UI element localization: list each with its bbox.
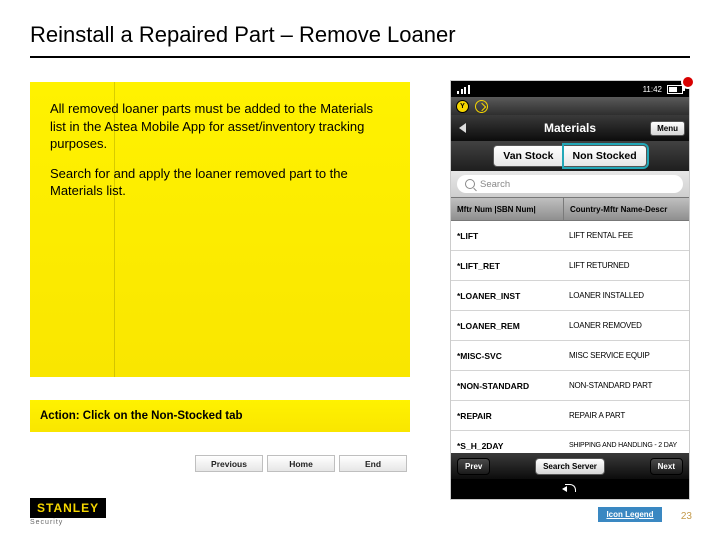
device-back-icon[interactable] bbox=[562, 484, 578, 494]
list-item[interactable]: *LIFT_RET LIFT RETURNED bbox=[451, 251, 689, 281]
list-item[interactable]: *LOANER_REM LOANER REMOVED bbox=[451, 311, 689, 341]
materials-list: *LIFT LIFT RENTAL FEE *LIFT_RET LIFT RET… bbox=[451, 221, 689, 461]
tab-van-stock[interactable]: Van Stock bbox=[493, 145, 563, 167]
item-desc: MISC SERVICE EQUIP bbox=[563, 341, 689, 370]
search-icon bbox=[465, 179, 475, 189]
instruction-box: All removed loaner parts must be added t… bbox=[30, 82, 410, 377]
status-bar: 11:42 bbox=[451, 81, 689, 97]
item-code: *MISC-SVC bbox=[451, 341, 563, 370]
item-code: *LIFT_RET bbox=[451, 251, 563, 280]
menu-button[interactable]: Menu bbox=[650, 121, 685, 136]
item-code: *NON-STANDARD bbox=[451, 371, 563, 400]
icon-legend-button[interactable]: Icon Legend bbox=[598, 507, 662, 522]
item-code: *REPAIR bbox=[451, 401, 563, 430]
item-code: *LIFT bbox=[451, 221, 563, 250]
signal-icon bbox=[457, 85, 470, 94]
back-icon[interactable] bbox=[459, 123, 466, 133]
previous-button[interactable]: Previous bbox=[195, 455, 263, 472]
column-header: Mftr Num |SBN Num| Country-Mftr Name-Des… bbox=[451, 197, 689, 221]
app-badge-icon: Y bbox=[456, 100, 469, 113]
search-row: Search bbox=[451, 171, 689, 197]
phone-footer: Prev Search Server Next bbox=[451, 453, 689, 479]
item-desc: REPAIR A PART bbox=[563, 401, 689, 430]
brand-name: STANLEY bbox=[30, 498, 106, 518]
search-server-button[interactable]: Search Server bbox=[535, 458, 605, 475]
list-item[interactable]: *LIFT LIFT RENTAL FEE bbox=[451, 221, 689, 251]
battery-icon bbox=[667, 85, 683, 94]
search-input[interactable]: Search bbox=[457, 175, 683, 193]
title-underline bbox=[30, 56, 690, 58]
item-code: *LOANER_REM bbox=[451, 311, 563, 340]
prev-button[interactable]: Prev bbox=[457, 458, 490, 475]
notification-bar: Y bbox=[451, 97, 689, 115]
list-item[interactable]: *NON-STANDARD NON-STANDARD PART bbox=[451, 371, 689, 401]
next-button[interactable]: Next bbox=[650, 458, 683, 475]
sync-icon bbox=[475, 100, 488, 113]
list-item[interactable]: *MISC-SVC MISC SERVICE EQUIP bbox=[451, 341, 689, 371]
search-placeholder: Search bbox=[480, 179, 510, 190]
home-button[interactable]: Home bbox=[267, 455, 335, 472]
slide: Reinstall a Repaired Part – Remove Loane… bbox=[0, 0, 720, 540]
brand-sub: Security bbox=[30, 519, 106, 526]
item-desc: LOANER INSTALLED bbox=[563, 281, 689, 310]
tab-non-stocked[interactable]: Non Stocked bbox=[564, 145, 647, 167]
screen-title-bar: Materials Menu bbox=[451, 115, 689, 141]
item-desc: NON-STANDARD PART bbox=[563, 371, 689, 400]
brand-logo: STANLEY Security bbox=[30, 498, 106, 526]
action-text: Action: Click on the Non-Stocked tab bbox=[40, 410, 243, 422]
phone-mock: 11:42 Y Materials Menu Van Stock Non Sto… bbox=[450, 80, 690, 500]
list-item[interactable]: *REPAIR REPAIR A PART bbox=[451, 401, 689, 431]
action-bar: Action: Click on the Non-Stocked tab bbox=[30, 400, 410, 432]
instruction-paragraph-1: All removed loaner parts must be added t… bbox=[50, 100, 390, 153]
divider-line bbox=[114, 82, 115, 377]
col-header-2: Country-Mftr Name-Descr bbox=[564, 198, 689, 220]
slide-nav: Previous Home End bbox=[195, 455, 407, 472]
item-desc: LIFT RENTAL FEE bbox=[563, 221, 689, 250]
col-header-1: Mftr Num |SBN Num| bbox=[451, 198, 564, 220]
status-time: 11:42 bbox=[643, 85, 662, 94]
slide-title: Reinstall a Repaired Part – Remove Loane… bbox=[30, 22, 456, 48]
item-code: *LOANER_INST bbox=[451, 281, 563, 310]
end-button[interactable]: End bbox=[339, 455, 407, 472]
instruction-paragraph-2: Search for and apply the loaner removed … bbox=[50, 165, 390, 200]
device-nav-bar bbox=[451, 479, 689, 499]
tabs: Van Stock Non Stocked bbox=[451, 141, 689, 171]
item-desc: LOANER REMOVED bbox=[563, 311, 689, 340]
list-item[interactable]: *LOANER_INST LOANER INSTALLED bbox=[451, 281, 689, 311]
slide-number: 23 bbox=[681, 511, 692, 522]
screen-title: Materials bbox=[544, 121, 596, 135]
item-desc: LIFT RETURNED bbox=[563, 251, 689, 280]
